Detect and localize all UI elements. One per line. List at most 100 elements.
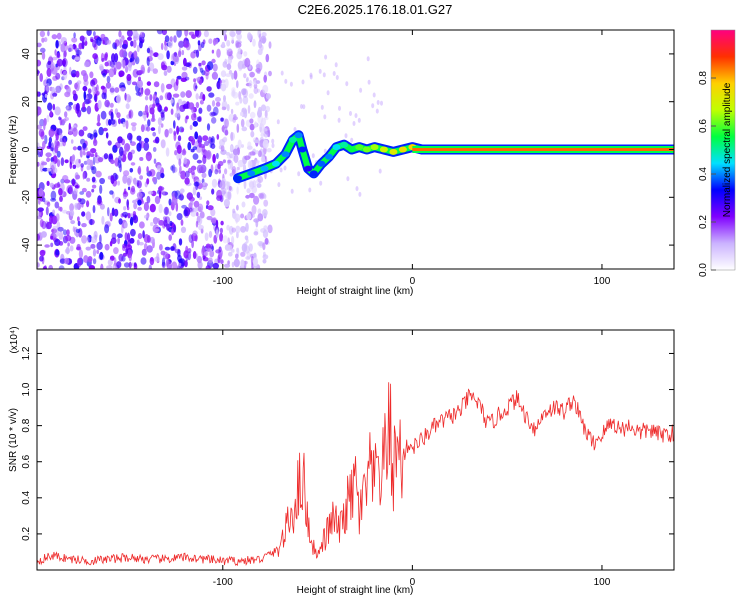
noise-blob [309, 74, 313, 80]
noise-blob [65, 246, 70, 255]
noise-blob [244, 235, 249, 241]
noise-blob [127, 132, 133, 141]
noise-blob [246, 251, 251, 260]
noise-blob [117, 180, 120, 186]
noise-blob [126, 232, 131, 242]
noise-blob [113, 257, 117, 267]
noise-blob [211, 217, 218, 225]
noise-blob [249, 192, 255, 199]
noise-blob [208, 38, 213, 44]
noise-blob [372, 92, 376, 98]
x-tick-label: 0 [410, 276, 416, 287]
noise-blob [249, 71, 256, 78]
noise-blob [352, 121, 356, 126]
noise-blob [109, 85, 115, 95]
noise-blob [262, 259, 267, 264]
noise-blob [367, 79, 371, 85]
noise-blob [231, 72, 235, 80]
noise-blob [37, 142, 40, 147]
noise-blob [230, 131, 234, 142]
noise-blob [47, 60, 52, 65]
noise-blob [249, 181, 255, 190]
noise-blob [152, 68, 158, 74]
noise-blob [192, 230, 198, 236]
noise-blob [209, 111, 216, 117]
noise-blob [252, 257, 259, 267]
noise-blob [109, 240, 113, 247]
noise-blob [136, 79, 143, 89]
noise-blob [197, 135, 203, 145]
noise-blob [76, 80, 82, 85]
noise-blob [133, 202, 138, 210]
noise-blob [76, 243, 81, 250]
noise-blob [143, 201, 149, 212]
noise-blob [183, 57, 187, 67]
noise-blob [254, 121, 257, 129]
noise-blob [163, 70, 168, 76]
noise-blob [148, 264, 152, 269]
noise-blob [215, 101, 221, 107]
noise-blob [139, 221, 145, 229]
noise-blob [241, 243, 248, 253]
noise-blob [227, 159, 232, 164]
noise-blob [231, 36, 234, 44]
noise-blob [122, 59, 126, 69]
noise-blob [241, 107, 247, 115]
noise-blob [55, 85, 62, 94]
noise-blob [177, 50, 182, 58]
noise-blob [228, 186, 232, 191]
noise-blob [184, 260, 188, 268]
noise-blob [332, 71, 336, 76]
snr-y-scale-label: (x10⁴) [9, 326, 20, 353]
noise-blob [60, 37, 67, 44]
noise-blob [257, 150, 262, 158]
noise-blob [180, 226, 187, 233]
noise-blob [259, 193, 265, 200]
noise-blob [144, 95, 149, 101]
noise-blob [146, 57, 150, 66]
noise-blob [58, 116, 61, 121]
noise-blob [219, 79, 222, 84]
noise-blob [138, 76, 141, 82]
noise-blob [109, 255, 115, 261]
noise-blob [71, 37, 78, 43]
noise-blob [171, 164, 176, 174]
noise-blob [89, 218, 93, 226]
noise-blob [206, 247, 211, 253]
noise-blob [106, 75, 111, 83]
noise-blob [262, 139, 269, 149]
noise-blob [189, 124, 193, 130]
noise-blob [248, 93, 254, 99]
noise-blob [160, 42, 164, 51]
noise-blob [83, 255, 89, 263]
noise-blob [265, 93, 271, 100]
y-tick-label: 0.4 [21, 490, 32, 504]
noise-blob [92, 85, 95, 93]
noise-blob [198, 141, 202, 148]
noise-blob [206, 86, 212, 92]
noise-blob [136, 192, 143, 199]
y-tick-label: 1.0 [21, 382, 32, 396]
noise-blob [234, 213, 241, 223]
noise-blob [48, 141, 52, 148]
noise-blob [248, 80, 253, 89]
noise-blob [279, 167, 283, 173]
noise-blob [255, 80, 260, 84]
noise-blob [118, 118, 121, 125]
noise-blob [52, 103, 56, 111]
noise-blob [251, 205, 257, 215]
noise-blob [203, 251, 209, 256]
noise-blob [184, 76, 190, 81]
noise-blob [128, 254, 132, 262]
noise-blob [237, 139, 242, 150]
noise-blob [255, 150, 259, 155]
noise-blob [346, 176, 350, 182]
noise-blob [96, 249, 100, 254]
noise-blob [195, 49, 200, 58]
noise-blob [41, 37, 45, 43]
noise-blob [227, 190, 232, 201]
spectrogram-x-axis-title: Height of straight line (km) [297, 286, 414, 297]
noise-blob [250, 130, 255, 138]
noise-blob [131, 81, 138, 86]
noise-blob [223, 198, 230, 208]
